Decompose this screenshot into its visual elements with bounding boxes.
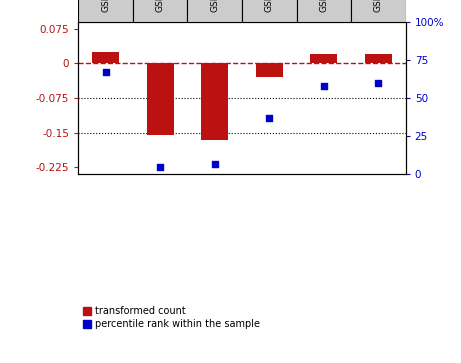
Bar	[296, 0, 351, 22]
Bar	[147, 64, 174, 135]
Bar	[256, 64, 283, 77]
Bar	[365, 54, 392, 64]
Legend: transformed count, percentile rank within the sample: transformed count, percentile rank withi…	[83, 306, 260, 329]
Bar	[310, 54, 337, 64]
Point	[266, 115, 273, 121]
Bar	[78, 0, 133, 22]
Title: GDS5090 / 1436933_at: GDS5090 / 1436933_at	[165, 5, 319, 18]
Text: GSM1151360: GSM1151360	[156, 0, 165, 12]
Bar	[242, 0, 296, 22]
Point	[375, 80, 382, 86]
Bar	[133, 0, 188, 22]
Point	[211, 161, 219, 167]
Point	[320, 83, 327, 89]
Point	[157, 164, 164, 170]
Bar	[351, 0, 406, 22]
Text: GSM1151364: GSM1151364	[374, 0, 383, 12]
Point	[102, 69, 109, 75]
Text: GSM1151361: GSM1151361	[210, 0, 219, 12]
Bar	[188, 0, 242, 22]
Bar	[92, 52, 119, 64]
Bar	[201, 64, 228, 140]
Text: GSM1151359: GSM1151359	[101, 0, 110, 12]
Text: GSM1151363: GSM1151363	[319, 0, 328, 12]
Text: GSM1151362: GSM1151362	[265, 0, 274, 12]
